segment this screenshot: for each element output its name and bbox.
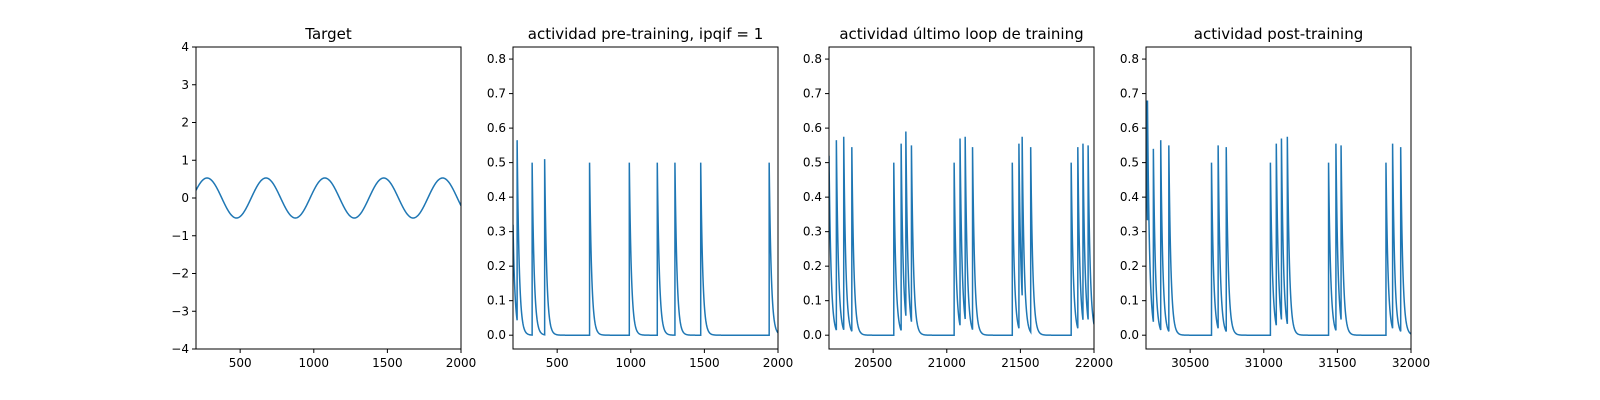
y-tick-label: 0.4 [487, 190, 506, 204]
x-tick-label: 500 [229, 356, 252, 370]
y-tick-label: −1 [171, 229, 189, 243]
y-tick-label: −2 [171, 267, 189, 281]
series-line [513, 140, 778, 336]
x-tick-label: 21500 [1001, 356, 1039, 370]
x-tick-label: 1000 [299, 356, 330, 370]
y-tick-label: 4 [181, 40, 189, 54]
y-tick-label: 0 [181, 191, 189, 205]
subplot-title: actividad post-training [1194, 25, 1363, 43]
y-tick-label: 0.1 [803, 294, 822, 308]
x-tick-label: 500 [546, 356, 569, 370]
x-tick-label: 30500 [1171, 356, 1209, 370]
x-tick-label: 1500 [372, 356, 403, 370]
y-tick-label: 0.4 [1120, 190, 1139, 204]
subplot-2: 500 1000 1500 2000 0.0 0.1 0.2 0.3 0.4 0.5 0.6 0.7 0… [487, 25, 793, 370]
y-tick-label: 0.5 [1120, 156, 1139, 170]
y-tick-label: 0.0 [487, 328, 506, 342]
subplot-title: actividad pre-training, ipqif = 1 [528, 25, 764, 43]
x-tick-label: 1500 [689, 356, 720, 370]
y-tick-label: 0.1 [1120, 294, 1139, 308]
y-tick-label: 0.1 [487, 294, 506, 308]
y-tick-label: 0.7 [803, 87, 822, 101]
y-tick-label: −4 [171, 342, 189, 356]
y-tick-label: 0.8 [803, 52, 822, 66]
y-tick-label: 0.2 [803, 259, 822, 273]
y-tick-label: 0.6 [1120, 121, 1139, 135]
y-tick-label: 1 [181, 153, 189, 167]
y-tick-label: 0.3 [803, 225, 822, 239]
y-tick-label: −3 [171, 304, 189, 318]
x-tick-label: 21000 [928, 356, 966, 370]
subplot-4: 30500 31000 31500 32000 0.0 0.1 0.2 0.3 0.4 0.5 0.… [1120, 25, 1430, 370]
x-tick-label: 31500 [1318, 356, 1356, 370]
subplot-title: Target [304, 25, 352, 43]
subplot-1: 500 1000 1500 2000 −4 −3 −2 −1 0 1 2 3 4 Target [171, 25, 476, 370]
y-tick-label: 0.5 [487, 156, 506, 170]
y-tick-label: 0.0 [1120, 328, 1139, 342]
y-tick-label: 0.6 [487, 121, 506, 135]
plot-frame [828, 46, 1095, 350]
subplot-title: actividad último loop de training [839, 25, 1083, 43]
y-tick-label: 0.3 [487, 225, 506, 239]
x-tick-label: 2000 [446, 356, 477, 370]
series-line [196, 177, 461, 219]
y-tick-label: 3 [181, 78, 189, 92]
x-tick-label: 2000 [763, 356, 794, 370]
y-tick-label: 0.6 [803, 121, 822, 135]
y-tick-label: 0.4 [803, 190, 822, 204]
series-line [1146, 100, 1411, 336]
x-tick-label: 22000 [1075, 356, 1113, 370]
y-tick-label: 0.7 [1120, 87, 1139, 101]
y-tick-label: 0.7 [487, 87, 506, 101]
x-tick-label: 1000 [616, 356, 647, 370]
y-tick-label: 0.5 [803, 156, 822, 170]
plot-frame [512, 46, 779, 350]
subplot-grid: 500 1000 1500 2000 −4 −3 −2 −1 0 1 2 3 4 Target 500 100… [171, 25, 1430, 370]
y-tick-label: 0.8 [1120, 52, 1139, 66]
x-tick-label: 32000 [1392, 356, 1430, 370]
y-tick-label: 2 [181, 116, 189, 130]
x-tick-label: 31000 [1245, 356, 1283, 370]
y-tick-label: 0.8 [487, 52, 506, 66]
y-tick-label: 0.2 [487, 259, 506, 273]
y-tick-label: 0.0 [803, 328, 822, 342]
plot-frame [1145, 46, 1412, 350]
y-tick-label: 0.3 [1120, 225, 1139, 239]
series-line [829, 131, 1094, 336]
x-tick-label: 20500 [854, 356, 892, 370]
y-tick-label: 0.2 [1120, 259, 1139, 273]
subplot-3: 20500 21000 21500 22000 0.0 0.1 0.2 0.3 0.4 0.5 0.… [803, 25, 1113, 370]
